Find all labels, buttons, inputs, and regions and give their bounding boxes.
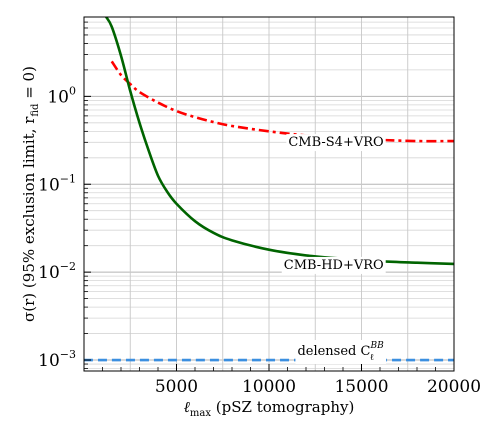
x-tick-label: 10000 bbox=[242, 377, 296, 397]
annotation-label: CMB-S4+VRO bbox=[288, 135, 383, 150]
annotation-group: CMB-S4+VRO CMB-HD+VRO delensed CBB ℓ bbox=[281, 134, 387, 365]
tick-group: 10−3 10−2 10−1 100 5000 10000 15000 20000 bbox=[38, 21, 481, 397]
y-axis-label: σ(r) (95% exclusion limit, rfid = 0) bbox=[20, 66, 41, 322]
annotation-bg bbox=[281, 256, 386, 274]
y-tick-label: 100 bbox=[47, 84, 76, 107]
y-tick-label: 10−2 bbox=[38, 260, 76, 283]
y-tick-label: 10−3 bbox=[38, 348, 76, 371]
annotation-bg bbox=[286, 134, 386, 152]
annotation-label: CMB-HD+VRO bbox=[284, 258, 384, 273]
annotation-bg bbox=[295, 340, 387, 365]
x-axis-label: ℓmax (pSZ tomography) bbox=[184, 398, 355, 419]
annotation-label: delensed CBB ℓ bbox=[297, 341, 384, 363]
y-tick-label: 10−1 bbox=[38, 172, 76, 195]
x-tick-label: 15000 bbox=[334, 377, 388, 397]
grid bbox=[84, 17, 454, 371]
x-tick-label: 20000 bbox=[427, 377, 481, 397]
x-tick-label: 5000 bbox=[155, 377, 198, 397]
